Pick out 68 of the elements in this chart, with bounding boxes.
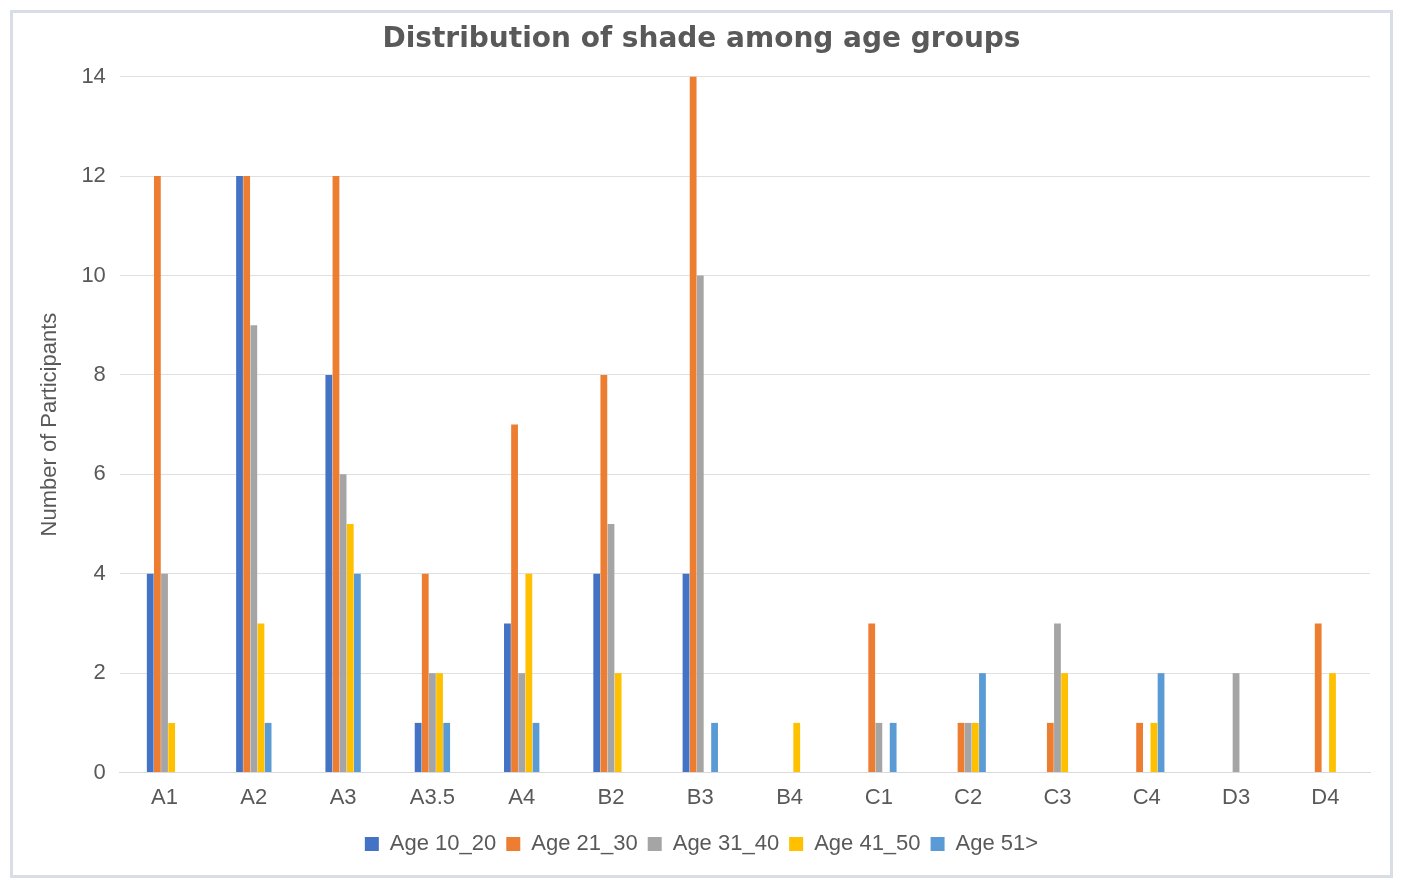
x-tick-label: D4 xyxy=(1311,783,1340,809)
bar xyxy=(421,573,429,773)
legend-label: Age 31_40 xyxy=(672,830,780,856)
x-tick-label: D3 xyxy=(1222,783,1251,809)
y-tick-label: 10 xyxy=(81,261,106,287)
x-tick-label: A3.5 xyxy=(409,783,456,809)
x-tick-label: C3 xyxy=(1043,783,1072,809)
legend-label: Age 10_20 xyxy=(389,830,497,856)
x-tick-label: C1 xyxy=(864,783,893,809)
bar xyxy=(1329,673,1336,773)
legend-label: Age 21_30 xyxy=(531,830,638,856)
bar xyxy=(250,325,258,773)
bar xyxy=(711,722,718,773)
bar xyxy=(168,722,176,773)
bar xyxy=(696,275,704,773)
bar xyxy=(868,623,876,773)
x-tick-label: B3 xyxy=(686,783,714,809)
bar xyxy=(236,176,243,773)
y-tick-label: 8 xyxy=(93,360,106,386)
y-axis-title: Number of Participants xyxy=(36,312,62,537)
y-tick-label: 12 xyxy=(81,162,106,188)
y-tick-label: 0 xyxy=(93,758,106,784)
x-tick-label: C4 xyxy=(1132,783,1161,809)
x-tick-label: C2 xyxy=(954,783,983,809)
bar xyxy=(1136,722,1144,773)
x-tick-label: B4 xyxy=(776,783,804,809)
bar xyxy=(614,673,622,773)
bar xyxy=(793,722,801,773)
bar xyxy=(429,673,436,773)
bar xyxy=(325,374,333,773)
bar xyxy=(153,176,161,773)
bar xyxy=(971,722,979,773)
bar xyxy=(339,474,347,773)
bar xyxy=(436,673,443,773)
bar xyxy=(979,673,986,773)
bar xyxy=(243,176,251,773)
y-tick-label: 14 xyxy=(81,62,106,88)
bar xyxy=(889,722,897,773)
bar xyxy=(511,424,518,773)
bar xyxy=(161,573,168,773)
x-tick-label: A2 xyxy=(240,783,268,809)
bar xyxy=(414,722,422,773)
x-tick-label: B2 xyxy=(597,783,625,809)
bar xyxy=(1061,673,1068,773)
bar xyxy=(600,374,608,773)
bar xyxy=(875,722,883,773)
bar xyxy=(443,722,451,773)
y-tick-label: 4 xyxy=(93,559,106,585)
legend-label: Age 51> xyxy=(955,830,1039,856)
bar xyxy=(518,673,526,773)
bar xyxy=(146,573,154,773)
bar xyxy=(354,573,361,773)
bar xyxy=(593,573,601,773)
x-tick-label: A4 xyxy=(508,783,536,809)
y-tick-label: 2 xyxy=(93,659,106,685)
bar xyxy=(1046,722,1054,773)
bar xyxy=(964,722,972,773)
bar xyxy=(346,524,354,773)
bar xyxy=(1054,623,1061,773)
x-tick-label: A3 xyxy=(329,783,357,809)
bar xyxy=(1314,623,1322,773)
bar xyxy=(504,623,511,773)
bar xyxy=(689,76,697,773)
legend-label: Age 41_50 xyxy=(814,830,921,856)
y-tick-label: 6 xyxy=(93,460,106,486)
bar xyxy=(525,573,533,773)
x-tick-label: A1 xyxy=(151,783,178,809)
chart-title: Distribution of shade among age groups xyxy=(382,21,1021,55)
